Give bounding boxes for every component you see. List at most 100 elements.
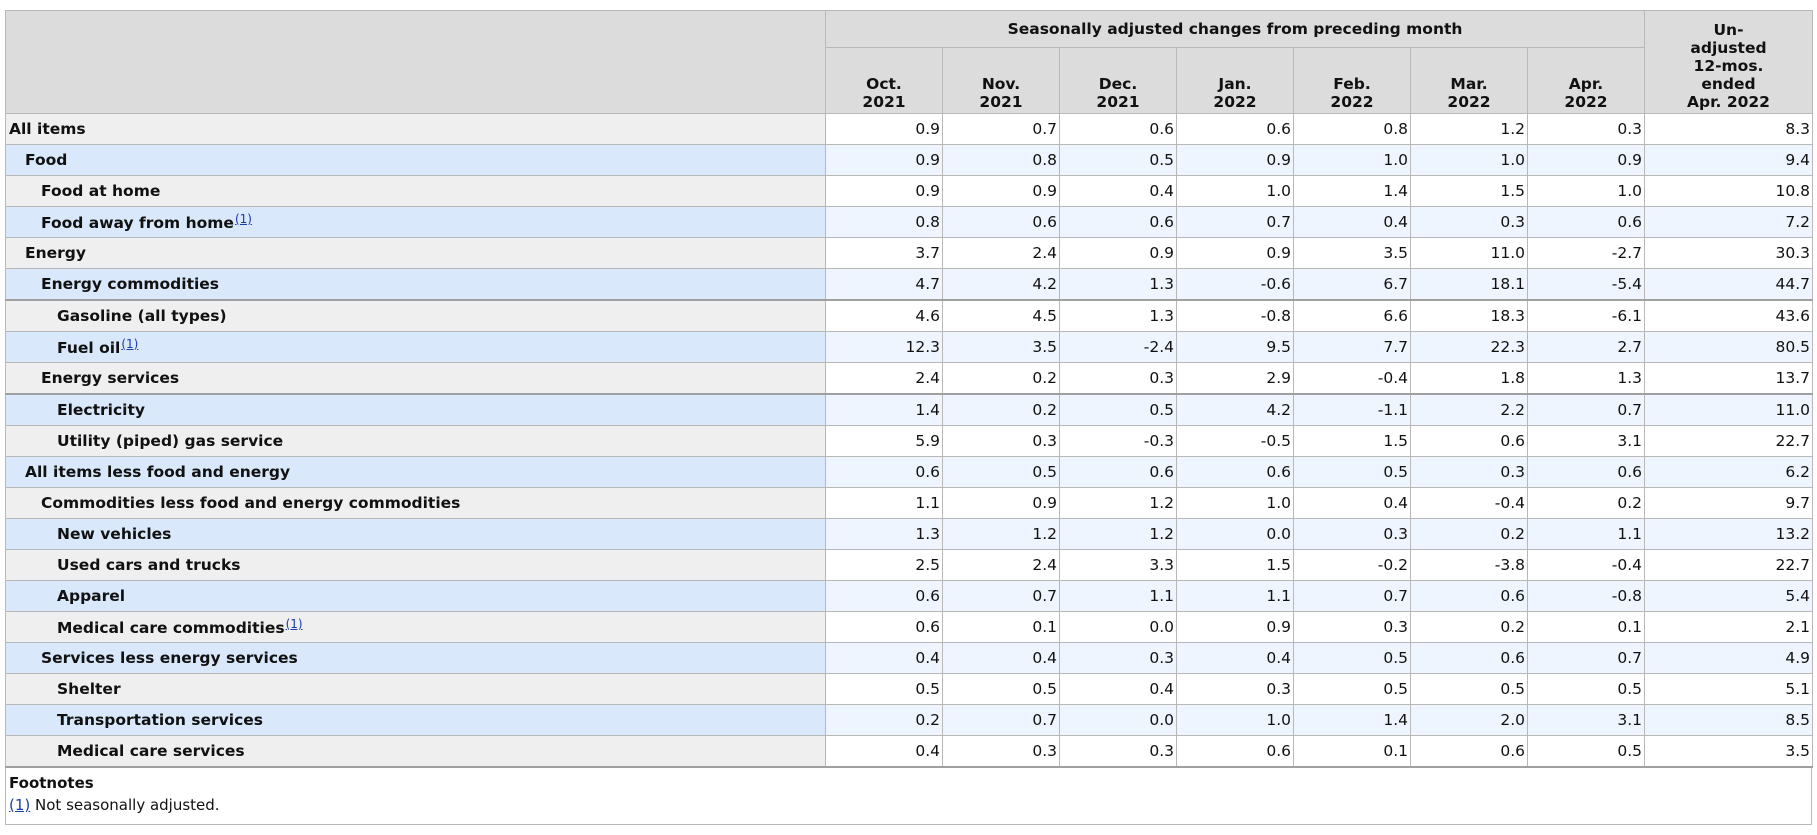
unadjusted-value-cell: 9.4 (1644, 144, 1813, 176)
value-cell: 0.3 (942, 735, 1060, 768)
value-cell: 0.5 (825, 673, 943, 705)
footnote-link[interactable]: (1) (121, 337, 139, 351)
table-row: Food 0.9 0.8 0.5 0.9 1.0 1.0 0.9 9.4 (5, 144, 1813, 176)
unadjusted-value-cell: 44.7 (1644, 268, 1813, 301)
table-row: Energy services 2.4 0.2 0.3 2.9 -0.4 1.8 1.3 13.… (5, 362, 1813, 395)
value-cell: 4.2 (942, 268, 1060, 301)
value-cell: 4.5 (942, 299, 1060, 332)
footnote-link[interactable]: (1) (234, 212, 252, 226)
cpi-table-container: Seasonally adjusted changes from precedi… (5, 10, 1813, 825)
row-label: Medical care commodities (57, 619, 285, 637)
table-row: Fuel oil(1) 12.3 3.5 -2.4 9.5 7.7 22.3 2.7 80.5 (5, 331, 1813, 363)
value-cell: 4.6 (825, 299, 943, 332)
cpi-changes-table: Seasonally adjusted changes from precedi… (5, 10, 1813, 768)
value-cell: 11.0 (1410, 237, 1528, 269)
value-cell: 1.1 (1176, 580, 1294, 612)
value-cell: 0.4 (1059, 175, 1177, 207)
value-cell: 0.9 (1176, 611, 1294, 643)
row-label: Food (25, 151, 68, 169)
footnote-marker-link[interactable]: (1) (9, 796, 31, 814)
value-cell: 0.5 (1293, 673, 1411, 705)
footnote-link[interactable]: (1) (285, 617, 303, 631)
value-cell: 18.3 (1410, 299, 1528, 332)
month-column-header: Nov. 2021 (942, 47, 1060, 114)
value-cell: 0.2 (1410, 518, 1528, 550)
value-cell: 0.6 (942, 206, 1060, 238)
month-column-header: Oct. 2021 (825, 47, 943, 114)
value-cell: 0.5 (942, 673, 1060, 705)
value-cell: 2.5 (825, 549, 943, 581)
month-column-header: Apr. 2022 (1527, 47, 1645, 114)
value-cell: 0.3 (942, 425, 1060, 457)
value-cell: -5.4 (1527, 268, 1645, 301)
table-row: All items 0.9 0.7 0.6 0.6 0.8 1.2 0.3 8.3 (5, 113, 1813, 145)
table-row: Apparel 0.6 0.7 1.1 1.1 0.7 0.6 -0.8 5.4 (5, 580, 1813, 612)
table-row: Food at home 0.9 0.9 0.4 1.0 1.4 1.5 1.0 10.8 (5, 175, 1813, 207)
value-cell: 0.9 (1527, 144, 1645, 176)
table-row: Used cars and trucks 2.5 2.4 3.3 1.5 -0.2 -3.8… (5, 549, 1813, 581)
unadjusted-line: ended (1701, 75, 1756, 93)
value-cell: 0.2 (1527, 487, 1645, 519)
value-cell: 2.7 (1527, 331, 1645, 363)
row-label-cell: Food at home (5, 175, 826, 207)
month-label: Nov. (981, 75, 1021, 93)
value-cell: 1.0 (1176, 704, 1294, 736)
value-cell: 1.5 (1293, 425, 1411, 457)
value-cell: 3.1 (1527, 704, 1645, 736)
value-cell: 0.2 (825, 704, 943, 736)
value-cell: 2.4 (942, 237, 1060, 269)
value-cell: 1.2 (942, 518, 1060, 550)
value-cell: 0.1 (942, 611, 1060, 643)
value-cell: 0.1 (1527, 611, 1645, 643)
value-cell: 0.6 (1059, 456, 1177, 488)
value-cell: 0.7 (1527, 642, 1645, 674)
value-cell: 0.5 (1410, 673, 1528, 705)
value-cell: 5.9 (825, 425, 943, 457)
row-label-cell: Electricity (5, 393, 826, 426)
value-cell: 0.0 (1176, 518, 1294, 550)
value-cell: -0.3 (1059, 425, 1177, 457)
row-label-cell: All items less food and energy (5, 456, 826, 488)
value-cell: 0.9 (1059, 237, 1177, 269)
value-cell: 0.6 (1176, 456, 1294, 488)
table-row: Utility (piped) gas service 5.9 0.3 -0.3 -0.… (5, 425, 1813, 457)
value-cell: 0.6 (1410, 425, 1528, 457)
value-cell: 0.8 (1293, 113, 1411, 145)
footnotes-section: Footnotes (1) Not seasonally adjusted. (5, 768, 1812, 825)
value-cell: 2.4 (825, 362, 943, 395)
value-cell: 0.9 (825, 144, 943, 176)
unadjusted-value-cell: 43.6 (1644, 299, 1813, 332)
footnotes-title: Footnotes (9, 774, 94, 792)
unadjusted-line: 12-mos. (1693, 57, 1764, 75)
value-cell: 18.1 (1410, 268, 1528, 301)
value-cell: 0.7 (1176, 206, 1294, 238)
row-label: Transportation services (57, 711, 264, 729)
value-cell: 0.5 (1527, 735, 1645, 768)
unadjusted-value-cell: 13.2 (1644, 518, 1813, 550)
value-cell: -2.7 (1527, 237, 1645, 269)
table-row: Commodities less food and energy commodi… (5, 487, 1813, 519)
unadjusted-value-cell: 8.3 (1644, 113, 1813, 145)
seasonal-group-header: Seasonally adjusted changes from precedi… (825, 10, 1645, 48)
unadjusted-line: Un- (1713, 21, 1744, 39)
value-cell: 0.3 (1059, 642, 1177, 674)
value-cell: 0.4 (1059, 673, 1177, 705)
value-cell: -0.4 (1410, 487, 1528, 519)
value-cell: 0.4 (942, 642, 1060, 674)
month-column-header: Feb. 2022 (1293, 47, 1411, 114)
value-cell: 0.2 (942, 362, 1060, 395)
value-cell: 3.1 (1527, 425, 1645, 457)
value-cell: -0.8 (1176, 299, 1294, 332)
month-header-row: Oct. 2021 Nov. 2021 Dec. 2021 Jan. 2022 Feb. 2022… (6, 47, 1813, 114)
value-cell: 0.5 (1527, 673, 1645, 705)
row-label-cell: Transportation services (5, 704, 826, 736)
value-cell: 0.6 (825, 580, 943, 612)
year-label: 2022 (1447, 93, 1491, 111)
row-label-cell: Food (5, 144, 826, 176)
header-corner-cell (5, 10, 826, 114)
value-cell: 0.7 (942, 704, 1060, 736)
value-cell: 3.5 (1293, 237, 1411, 269)
value-cell: 0.9 (825, 175, 943, 207)
row-label: Shelter (57, 680, 121, 698)
row-label: Utility (piped) gas service (57, 432, 284, 450)
